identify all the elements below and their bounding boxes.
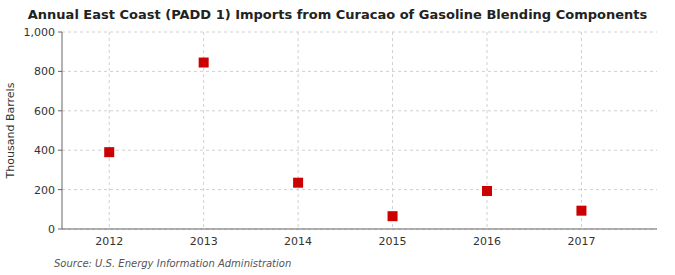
y-grid-line — [62, 32, 657, 33]
x-grid-line — [487, 32, 488, 229]
x-grid-line — [581, 32, 582, 229]
chart-svg: Annual East Coast (PADD 1) Imports from … — [0, 0, 675, 275]
y-tick — [58, 229, 62, 230]
y-tick-label: 600 — [34, 105, 55, 118]
point — [482, 186, 492, 196]
grid — [62, 32, 657, 229]
x-axis-line — [62, 229, 657, 230]
y-tick-label: 0 — [48, 223, 55, 236]
point — [576, 206, 586, 216]
y-axis-label: Thousand Barrels — [4, 82, 17, 179]
x-tick-label: 2017 — [567, 235, 595, 248]
y-axis-line — [62, 32, 63, 229]
y-tick-label: 400 — [34, 144, 55, 157]
x-grid-line — [392, 32, 393, 229]
y-grid-line — [62, 110, 657, 111]
x-tick-label: 2016 — [473, 235, 501, 248]
chart-container: Annual East Coast (PADD 1) Imports from … — [0, 0, 675, 275]
y-grid-line — [62, 229, 657, 230]
y-grid-line — [62, 150, 657, 151]
point — [199, 58, 209, 68]
y-tick-label: 1,000 — [24, 26, 56, 39]
y-grid-line — [62, 71, 657, 72]
x-tick-label: 2014 — [284, 235, 312, 248]
x-tick-label: 2015 — [379, 235, 407, 248]
y-tick — [58, 71, 62, 72]
y-tick-label: 200 — [34, 184, 55, 197]
y-tick — [58, 150, 62, 151]
title: Annual East Coast (PADD 1) Imports from … — [28, 7, 648, 22]
y-tick — [58, 110, 62, 111]
points — [104, 58, 586, 222]
source: Source: U.S. Energy Information Administ… — [54, 258, 291, 269]
y-tick — [58, 189, 62, 190]
point — [104, 147, 114, 157]
x-grid-line — [298, 32, 299, 229]
point — [388, 211, 398, 221]
y-tick — [58, 32, 62, 33]
y-tick-label: 800 — [34, 65, 55, 78]
x-grid-line — [109, 32, 110, 229]
y-grid-line — [62, 189, 657, 190]
point — [293, 178, 303, 188]
x-tick-label: 2013 — [190, 235, 218, 248]
x-tick-label: 2012 — [95, 235, 123, 248]
